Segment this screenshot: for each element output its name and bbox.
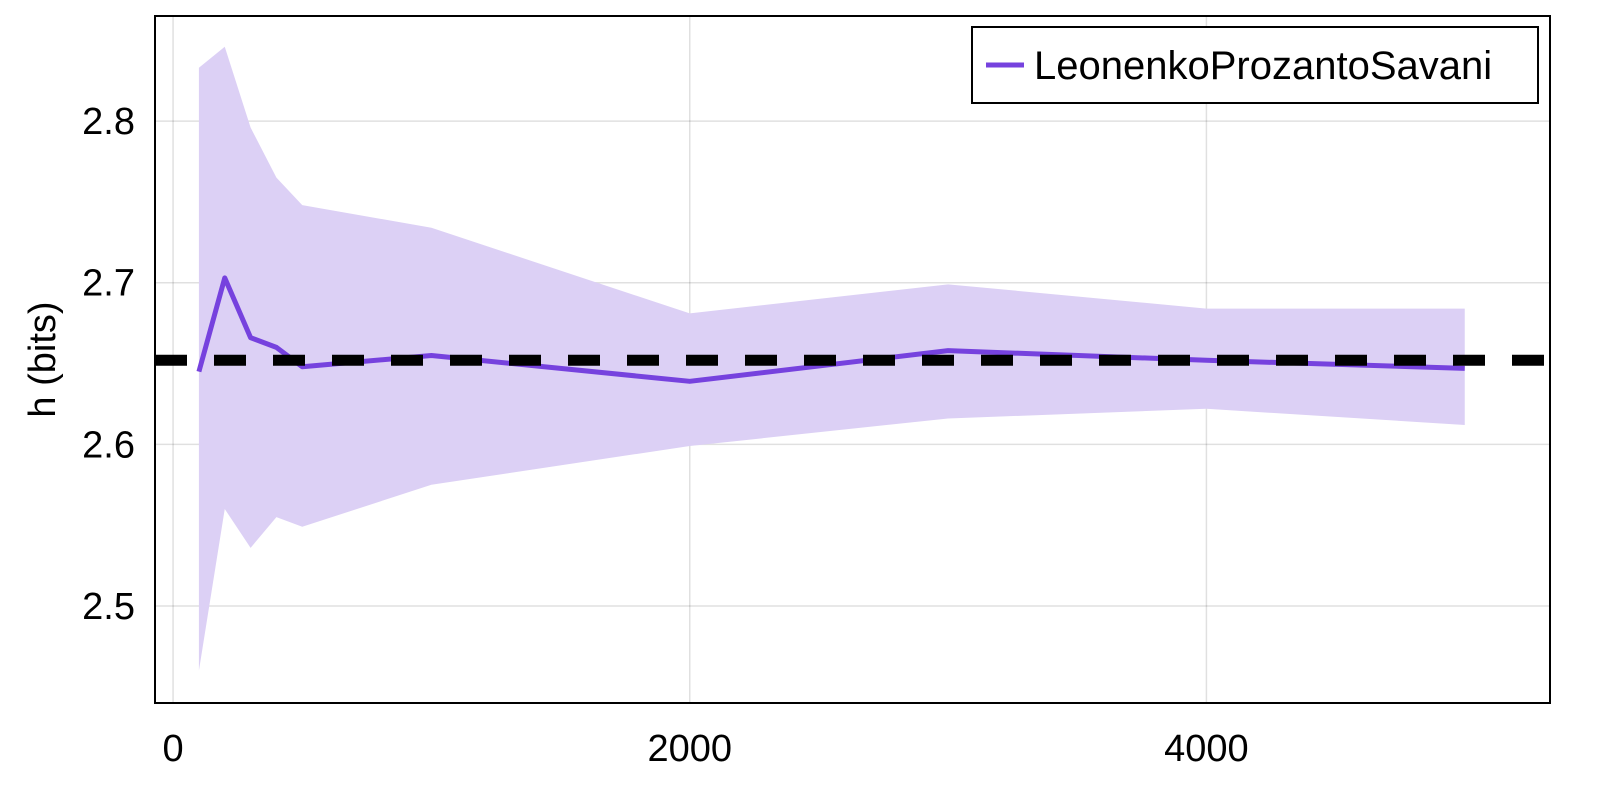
x-tick-label: 2000: [647, 728, 732, 770]
y-tick-label: 2.8: [82, 101, 135, 143]
x-tick-labels: 0 2000 4000: [163, 728, 1249, 770]
series-line: [196, 275, 1465, 384]
y-axis-label: h (bits): [22, 301, 64, 417]
y-tick-labels: 2.5 2.6 2.7 2.8: [82, 101, 135, 628]
series-line-layer: [196, 275, 1465, 384]
y-tick-label: 2.7: [82, 263, 135, 305]
y-tick-label: 2.5: [82, 586, 135, 628]
x-tick-label: 0: [163, 728, 184, 770]
plot-frame: [154, 15, 1551, 704]
y-tick-label: 2.6: [82, 424, 135, 466]
legend-box: [971, 26, 1539, 104]
legend-label: LeonenkoProzantoSavani: [1034, 44, 1492, 88]
x-tick-label: 4000: [1164, 728, 1249, 770]
legend: LeonenkoProzantoSavani: [971, 26, 1539, 104]
